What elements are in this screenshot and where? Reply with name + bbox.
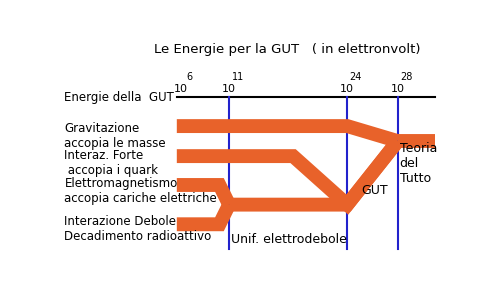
Text: Gravitazione
accopia le masse: Gravitazione accopia le masse [64, 122, 166, 151]
Text: Interaz. Forte
 accopia i quark: Interaz. Forte accopia i quark [64, 149, 158, 177]
Text: 10: 10 [174, 84, 188, 94]
Text: 11: 11 [232, 72, 244, 82]
Text: 10: 10 [222, 84, 236, 94]
Text: Energie della  GUT: Energie della GUT [64, 91, 174, 104]
Text: 10: 10 [340, 84, 354, 94]
Text: 24: 24 [350, 72, 362, 82]
Text: Teoria
del
Tutto: Teoria del Tutto [400, 142, 437, 184]
Text: 6: 6 [186, 72, 192, 82]
Text: Interazione Debole
Decadimento radioattivo: Interazione Debole Decadimento radioatti… [64, 215, 212, 243]
Text: Elettromagnetismo
accopia cariche elettriche: Elettromagnetismo accopia cariche elettr… [64, 177, 217, 205]
Text: 10: 10 [390, 84, 404, 94]
Text: Unif. elettrodebole: Unif. elettrodebole [231, 233, 347, 246]
Text: GUT: GUT [361, 184, 388, 197]
Text: 28: 28 [400, 72, 412, 82]
Text: Le Energie per la GUT   ( in elettronvolt): Le Energie per la GUT ( in elettronvolt) [154, 43, 420, 56]
